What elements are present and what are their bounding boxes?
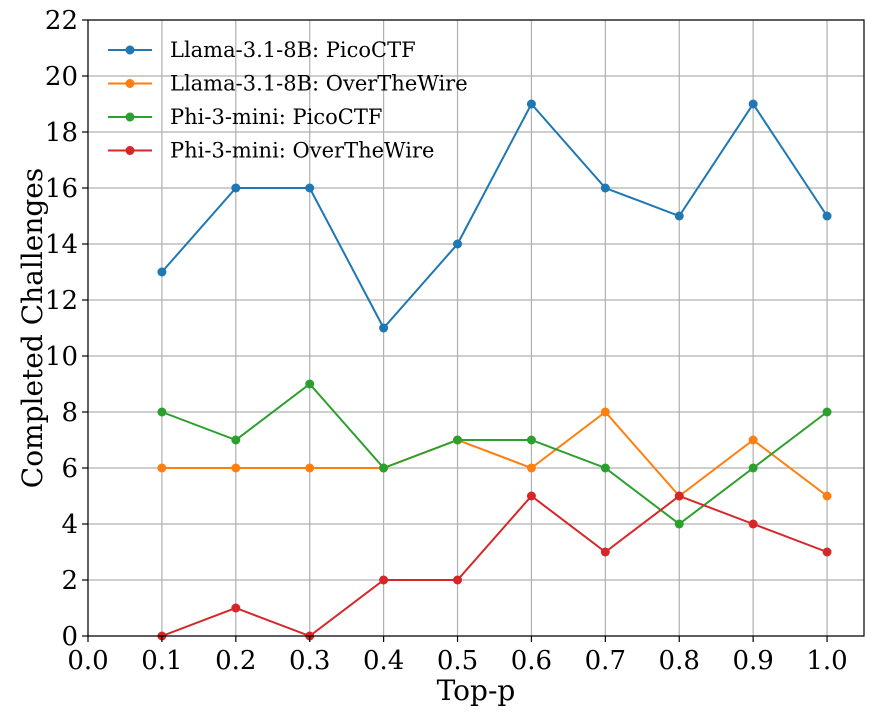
x-tick-label: 0.4 bbox=[363, 646, 404, 676]
data-point bbox=[157, 267, 167, 277]
x-tick-label: 0.5 bbox=[437, 646, 478, 676]
x-tick-label: 1.0 bbox=[806, 646, 847, 676]
data-point bbox=[305, 463, 315, 473]
data-point bbox=[526, 435, 536, 445]
data-point bbox=[748, 435, 758, 445]
series-3 bbox=[157, 491, 832, 641]
data-point bbox=[600, 407, 610, 417]
data-point bbox=[748, 463, 758, 473]
data-point bbox=[674, 211, 684, 221]
x-tick-label: 0.1 bbox=[141, 646, 182, 676]
data-point bbox=[526, 463, 536, 473]
legend-label: Phi-3-mini: OverTheWire bbox=[170, 139, 434, 163]
legend-label: Llama-3.1-8B: OverTheWire bbox=[170, 72, 468, 96]
x-tick-label: 0.7 bbox=[585, 646, 626, 676]
series-0 bbox=[157, 99, 832, 333]
y-tick-label: 0 bbox=[61, 622, 78, 652]
data-point bbox=[822, 407, 832, 417]
legend-marker bbox=[125, 112, 135, 122]
data-point bbox=[305, 183, 315, 193]
series-1 bbox=[157, 407, 832, 501]
y-tick-label: 10 bbox=[45, 342, 78, 372]
y-tick-label: 20 bbox=[45, 62, 78, 92]
legend-marker bbox=[125, 45, 135, 55]
y-tick-label: 18 bbox=[45, 118, 78, 148]
data-point bbox=[822, 491, 832, 501]
data-point bbox=[379, 463, 389, 473]
series-line bbox=[161, 382, 828, 526]
data-point bbox=[379, 323, 389, 333]
data-point bbox=[674, 491, 684, 501]
data-point bbox=[231, 603, 241, 613]
x-tick-label: 0.3 bbox=[289, 646, 330, 676]
legend-label: Phi-3-mini: PicoCTF bbox=[170, 105, 382, 129]
data-point bbox=[231, 435, 241, 445]
x-tick-label: 0.0 bbox=[67, 646, 108, 676]
data-point bbox=[157, 463, 167, 473]
data-point bbox=[748, 519, 758, 529]
plot-frame bbox=[87, 19, 865, 637]
data-point bbox=[453, 435, 463, 445]
y-tick-label: 2 bbox=[61, 566, 78, 596]
data-point bbox=[822, 211, 832, 221]
legend-entry: Phi-3-mini: OverTheWire bbox=[108, 139, 434, 163]
data-point bbox=[379, 575, 389, 585]
series-2 bbox=[157, 379, 832, 529]
x-axis-label: Top-p bbox=[437, 674, 516, 707]
axis-ticks: 0.0 0.1 0.2 0.3 0.4 0.5 0.6 0.7 0.8 0.9 1.0 0 2 4 6 8 10… bbox=[45, 6, 848, 676]
data-point bbox=[453, 239, 463, 249]
y-tick-label: 16 bbox=[45, 174, 78, 204]
legend: Llama-3.1-8B: PicoCTF Llama-3.1-8B: OverT… bbox=[108, 38, 468, 163]
data-point bbox=[305, 379, 315, 389]
x-tick-label: 0.6 bbox=[511, 646, 552, 676]
legend-marker bbox=[125, 146, 135, 155]
series-line bbox=[161, 102, 828, 330]
y-tick-label: 12 bbox=[45, 286, 78, 316]
data-point bbox=[822, 547, 832, 557]
data-point bbox=[748, 99, 758, 109]
legend-entry: Llama-3.1-8B: PicoCTF bbox=[108, 38, 416, 62]
data-point bbox=[600, 547, 610, 557]
x-tick-label: 0.9 bbox=[732, 646, 773, 676]
series-layer bbox=[157, 99, 832, 641]
x-tick-label: 0.2 bbox=[215, 646, 256, 676]
data-point bbox=[600, 463, 610, 473]
y-tick-label: 8 bbox=[61, 398, 78, 428]
legend-entry: Llama-3.1-8B: OverTheWire bbox=[108, 72, 468, 96]
data-point bbox=[600, 183, 610, 193]
y-tick-label: 6 bbox=[61, 454, 78, 484]
series-line bbox=[161, 494, 828, 638]
data-point bbox=[674, 519, 684, 529]
data-point bbox=[526, 491, 536, 501]
data-point bbox=[231, 463, 241, 473]
y-tick-label: 4 bbox=[61, 510, 78, 540]
series-line bbox=[161, 410, 828, 498]
legend-label: Llama-3.1-8B: PicoCTF bbox=[170, 38, 416, 62]
legend-marker bbox=[125, 79, 135, 88]
y-tick-label: 22 bbox=[45, 6, 78, 36]
legend-entry: Phi-3-mini: PicoCTF bbox=[108, 105, 382, 129]
y-axis-label: Completed Challenges bbox=[16, 168, 49, 488]
data-point bbox=[157, 407, 167, 417]
data-point bbox=[231, 183, 241, 193]
data-point bbox=[453, 575, 463, 585]
y-tick-label: 14 bbox=[45, 230, 78, 260]
data-point bbox=[526, 99, 536, 109]
x-tick-label: 0.8 bbox=[659, 646, 700, 676]
